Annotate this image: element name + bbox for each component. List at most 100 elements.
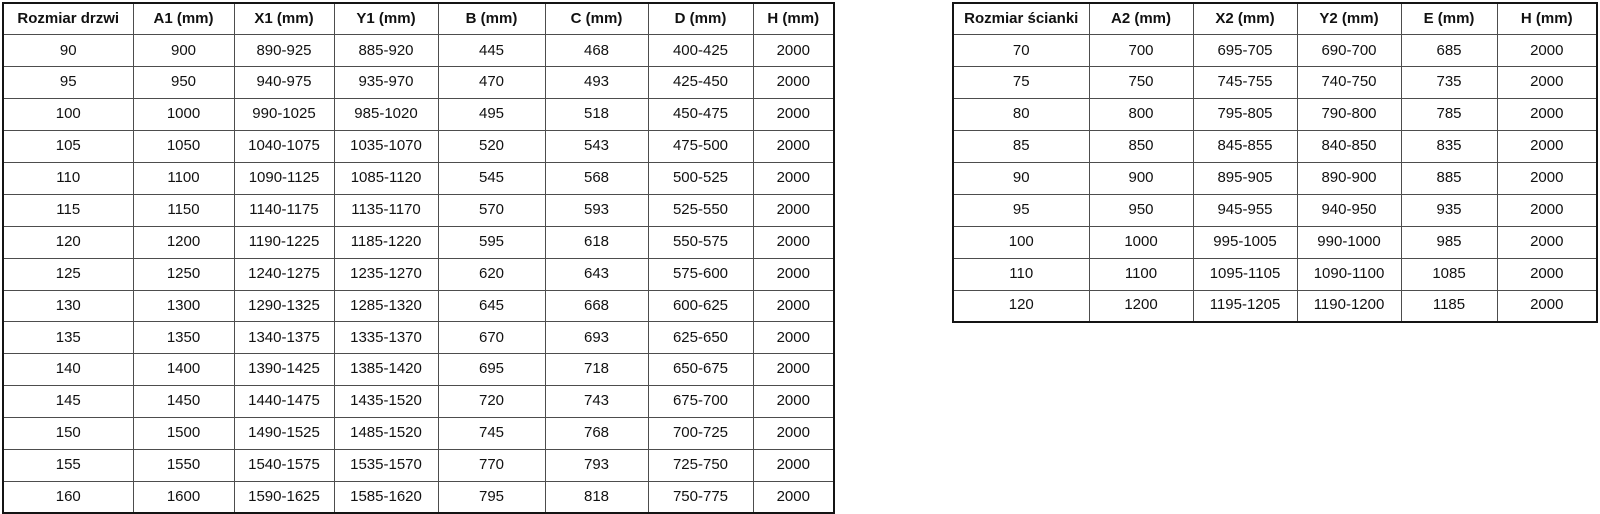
table-cell: 2000 <box>752 130 835 163</box>
table-cell: 1400 <box>132 353 235 387</box>
table-cell: 500-525 <box>647 161 754 195</box>
column-header-5: C (mm) <box>544 2 649 36</box>
table-cell: 693 <box>544 321 649 355</box>
column-header-2: X2 (mm) <box>1192 2 1298 36</box>
table-cell: 570 <box>437 193 546 227</box>
table-cell: 990-1025 <box>233 98 335 132</box>
table-cell: 2000 <box>752 289 835 323</box>
table-row: 95 950 945-955 940-950 935 2000 <box>952 193 1598 227</box>
table-cell: 2000 <box>1496 289 1598 323</box>
table-cell: 1235-1270 <box>333 257 439 291</box>
table-cell: 675-700 <box>647 385 754 419</box>
table-cell: 620 <box>437 257 546 291</box>
table-cell: 935-970 <box>333 66 439 100</box>
table-cell: 1135-1170 <box>333 193 439 227</box>
table-cell: 493 <box>544 66 649 100</box>
table-cell: 785 <box>1400 98 1498 132</box>
table-cell: 450-475 <box>647 98 754 132</box>
table-cell: 1085 <box>1400 257 1498 291</box>
table-cell: 650-675 <box>647 353 754 387</box>
table-cell: 1385-1420 <box>333 353 439 387</box>
table-cell: 145 <box>2 385 134 419</box>
table-cell: 1240-1275 <box>233 257 335 291</box>
table-cell: 750 <box>1088 66 1194 100</box>
table-cell: 995-1005 <box>1192 225 1298 259</box>
table-cell: 85 <box>952 130 1090 163</box>
table-cell: 525-550 <box>647 193 754 227</box>
table-row: 155 1550 1540-1575 1535-1570 770 793 725-750 20… <box>2 448 835 482</box>
table-cell: 618 <box>544 225 649 259</box>
table-cell: 1300 <box>132 289 235 323</box>
table-cell: 625-650 <box>647 321 754 355</box>
table-row: 160 1600 1590-1625 1585-1620 795 818 750-775 20… <box>2 480 835 514</box>
table-cell: 2000 <box>752 34 835 68</box>
column-header-1: A2 (mm) <box>1088 2 1194 36</box>
table-cell: 105 <box>2 130 134 163</box>
table-cell: 2000 <box>752 480 835 514</box>
table-cell: 700 <box>1088 34 1194 68</box>
table-cell: 1585-1620 <box>333 480 439 514</box>
table-cell: 800 <box>1088 98 1194 132</box>
table-cell: 1290-1325 <box>233 289 335 323</box>
column-header-0: Rozmiar drzwi <box>2 2 134 36</box>
table-cell: 1185 <box>1400 289 1498 323</box>
table-cell: 568 <box>544 161 649 195</box>
table-cell: 795 <box>437 480 546 514</box>
column-header-5: H (mm) <box>1496 2 1598 36</box>
table-cell: 685 <box>1400 34 1498 68</box>
table-cell: 1435-1520 <box>333 385 439 419</box>
table-cell: 900 <box>1088 161 1194 195</box>
table-cell: 1035-1070 <box>333 130 439 163</box>
table-cell: 1550 <box>132 448 235 482</box>
table-cell: 643 <box>544 257 649 291</box>
table-cell: 545 <box>437 161 546 195</box>
table-cell: 2000 <box>752 417 835 450</box>
table-row: 145 1450 1440-1475 1435-1520 720 743 675-700 20… <box>2 385 835 419</box>
table-row: 110 1100 1090-1125 1085-1120 545 568 500-525 20… <box>2 161 835 195</box>
table-row: 120 1200 1190-1225 1185-1220 595 618 550-575 20… <box>2 225 835 259</box>
table-cell: 140 <box>2 353 134 387</box>
table-cell: 793 <box>544 448 649 482</box>
table-row: 95 950 940-975 935-970 470 493 425-450 2000 <box>2 66 835 100</box>
table-cell: 400-425 <box>647 34 754 68</box>
table-cell: 1490-1525 <box>233 417 335 450</box>
table-cell: 1340-1375 <box>233 321 335 355</box>
table-cell: 835 <box>1400 130 1498 163</box>
column-header-4: E (mm) <box>1400 2 1498 36</box>
table-cell: 1100 <box>132 161 235 195</box>
table-cell: 110 <box>952 257 1090 291</box>
column-header-4: B (mm) <box>437 2 546 36</box>
table-cell: 745-755 <box>1192 66 1298 100</box>
table-cell: 768 <box>544 417 649 450</box>
table-cell: 495 <box>437 98 546 132</box>
table-cell: 1350 <box>132 321 235 355</box>
table-cell: 990-1000 <box>1296 225 1402 259</box>
table-cell: 668 <box>544 289 649 323</box>
table-cell: 1195-1205 <box>1192 289 1298 323</box>
table-cell: 850 <box>1088 130 1194 163</box>
table-cell: 885 <box>1400 161 1498 195</box>
table-cell: 1590-1625 <box>233 480 335 514</box>
table-cell: 1450 <box>132 385 235 419</box>
table-cell: 135 <box>2 321 134 355</box>
table-cell: 2000 <box>1496 225 1598 259</box>
table-cell: 1600 <box>132 480 235 514</box>
table-cell: 120 <box>952 289 1090 323</box>
table-cell: 1050 <box>132 130 235 163</box>
table-cell: 125 <box>2 257 134 291</box>
table-row: 105 1050 1040-1075 1035-1070 520 543 475-500 20… <box>2 130 835 163</box>
table-cell: 2000 <box>1496 34 1598 68</box>
table-cell: 700-725 <box>647 417 754 450</box>
table-cell: 70 <box>952 34 1090 68</box>
table-cell: 2000 <box>752 98 835 132</box>
table-cell: 2000 <box>1496 193 1598 227</box>
table-row: 115 1150 1140-1175 1135-1170 570 593 525-550 20… <box>2 193 835 227</box>
table-cell: 150 <box>2 417 134 450</box>
table-row: 130 1300 1290-1325 1285-1320 645 668 600-625 20… <box>2 289 835 323</box>
table-cell: 950 <box>132 66 235 100</box>
table-cell: 2000 <box>752 161 835 195</box>
table-cell: 890-925 <box>233 34 335 68</box>
table-cell: 795-805 <box>1192 98 1298 132</box>
table-cell: 718 <box>544 353 649 387</box>
